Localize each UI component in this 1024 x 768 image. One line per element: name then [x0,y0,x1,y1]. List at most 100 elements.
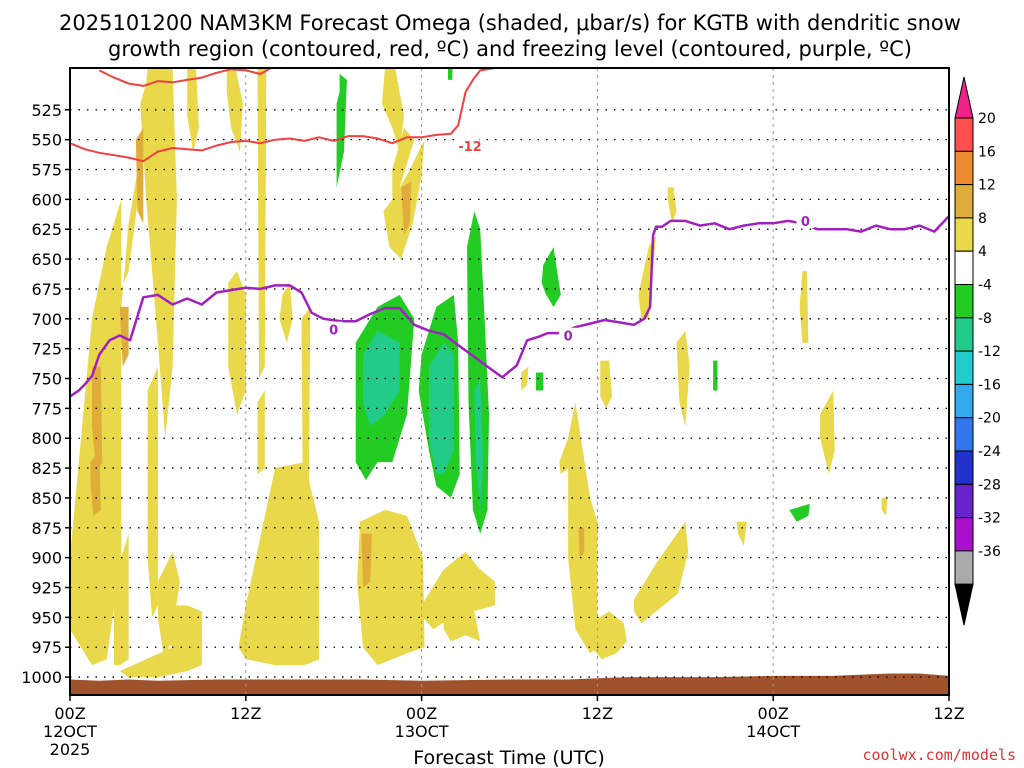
y-tick-label-775: 775 [31,399,62,418]
y-tick-label-925: 925 [31,579,62,598]
colorbar-bin-7 [954,350,974,385]
omega-region-sinking-53 [428,342,454,475]
colorbar-bin-4 [954,250,974,285]
omega-region-rising-36 [135,127,144,224]
y-tick-label-600: 600 [31,190,62,209]
y-tick-label-975: 975 [31,638,62,657]
colorbar-tick-5: -4 [978,278,992,294]
colorbar-bin-6 [954,317,974,352]
omega-region-rising-2 [140,68,177,439]
colorbar-bin-8 [954,383,974,419]
site-credit[interactable]: coolwx.com/models [862,746,1016,764]
freezing-level-label-3: 0 [801,215,810,230]
x-tick-date-24: 13OCT [395,722,449,741]
freezing-level-contour [70,215,949,398]
y-tick-label-700: 700 [31,310,62,329]
omega-region-rising-17 [392,127,415,212]
y-tick-label-575: 575 [31,161,62,180]
colorbar-tick-3: 8 [978,211,987,227]
omega-region-sinking-54 [474,378,484,510]
omega-shading [70,68,888,678]
colorbar-bin-5 [954,284,974,319]
y-tick-label-625: 625 [31,220,62,239]
chart-title-line-2: growth region (contoured, red, ºC) and f… [108,37,912,61]
x-tick-date-0: 12OCT [43,722,97,741]
omega-region-rising-25 [559,438,576,475]
omega-region-rising-23 [521,366,529,391]
omega-region-sinking-50 [789,503,810,522]
colorbar-tick-13: -36 [978,544,1001,560]
omega-region-rising-3 [114,533,129,666]
y-tick-label-550: 550 [31,131,62,150]
colorbar-tick-11: -28 [978,477,1001,493]
omega-region-rising-40 [401,181,412,236]
contour-lines: -12 0 0 0 [70,68,949,398]
omega-region-rising-5 [119,617,202,678]
omega-region-rising-27 [600,360,613,409]
plot-frame [69,67,950,696]
omega-region-sinking-51 [448,68,453,80]
y-tick-label-525: 525 [31,101,62,120]
omega-region-rising-42 [578,527,585,558]
y-tick-label-1000: 1000 [21,668,62,687]
omega-region-rising-19 [357,509,425,666]
colorbar-tick-4: 4 [978,244,987,260]
x-tick-date-48: 14OCT [746,722,800,741]
y-tick-label-850: 850 [31,489,62,508]
y-axis-pressure: 525 550 575 600 625 650 675 700 725 750 775 800 825 8… [21,101,70,687]
freezing-level-label-2: 0 [564,330,573,345]
colorbar-tick-8: -16 [978,377,1001,393]
omega-region-rising-7 [165,605,202,654]
omega-region-sinking-43 [336,74,347,188]
omega-region-rising-6 [157,551,180,666]
x-tick-label-36: 12Z [582,704,613,723]
colorbar-tick-12: -32 [978,511,1001,527]
omega-region-sinking-46 [467,211,489,534]
omega-region-sinking-48 [535,372,544,391]
y-tick-label-675: 675 [31,280,62,299]
omega-region-rising-26 [590,611,627,660]
colorbar-bottom-arrow [954,583,974,626]
omega-region-rising-9 [226,68,243,152]
terrain-fill [70,673,949,695]
omega-region-rising-34 [820,390,835,475]
y-tick-label-750: 750 [31,370,62,389]
y-tick-label-875: 875 [31,519,62,538]
omega-region-rising-12 [238,462,319,666]
omega-region-rising-15 [279,283,293,343]
y-tick-label-725: 725 [31,340,62,359]
colorbar-tick-2: 12 [978,178,996,194]
x-tick-label-0: 00Z [54,704,85,723]
omega-region-rising-33 [799,271,809,343]
omega-region-rising-11 [257,68,267,379]
x-tick-label-60: 12Z [933,704,964,723]
x-axis-title: Forecast Time (UTC) [413,747,604,768]
grid-lines [70,68,949,695]
colorbar-tick-7: -12 [978,344,1001,360]
freezing-level-label-1-bg [324,321,343,337]
surface-terrain [70,673,949,695]
colorbar-bin-0 [954,117,974,152]
colorbar-top-arrow [954,76,974,119]
omega-region-rising-35 [881,497,888,516]
omega-region-rising-28 [634,521,689,624]
y-tick-label-825: 825 [31,459,62,478]
omega-region-rising-10 [228,271,246,415]
colorbar-bin-12 [954,517,974,552]
colorbar-tick-0: 20 [978,111,996,127]
colorbar-bin-13 [954,550,974,585]
colorbar-bin-10 [954,450,974,485]
x-tick-label-24: 00Z [406,704,437,723]
colorbar-tick-10: -24 [978,444,1001,460]
chart-title-line-1: 2025101200 NAM3KM Forecast Omega (shaded… [59,11,961,35]
colorbar-tick-1: 16 [978,144,996,160]
colorbar-bin-11 [954,483,974,519]
colorbar-bin-1 [954,150,974,186]
colorbar-bin-3 [954,217,974,252]
dgz-contour-0 [70,68,496,163]
freezing-level-label-2-bg [559,327,578,343]
omega-region-rising-4 [147,366,158,618]
omega-colorbar: 20 16 12 8 4 -4 -8 -12 -16 -20 -24 -28 -32 -36 [954,76,1001,626]
omega-region-rising-31 [667,187,677,224]
